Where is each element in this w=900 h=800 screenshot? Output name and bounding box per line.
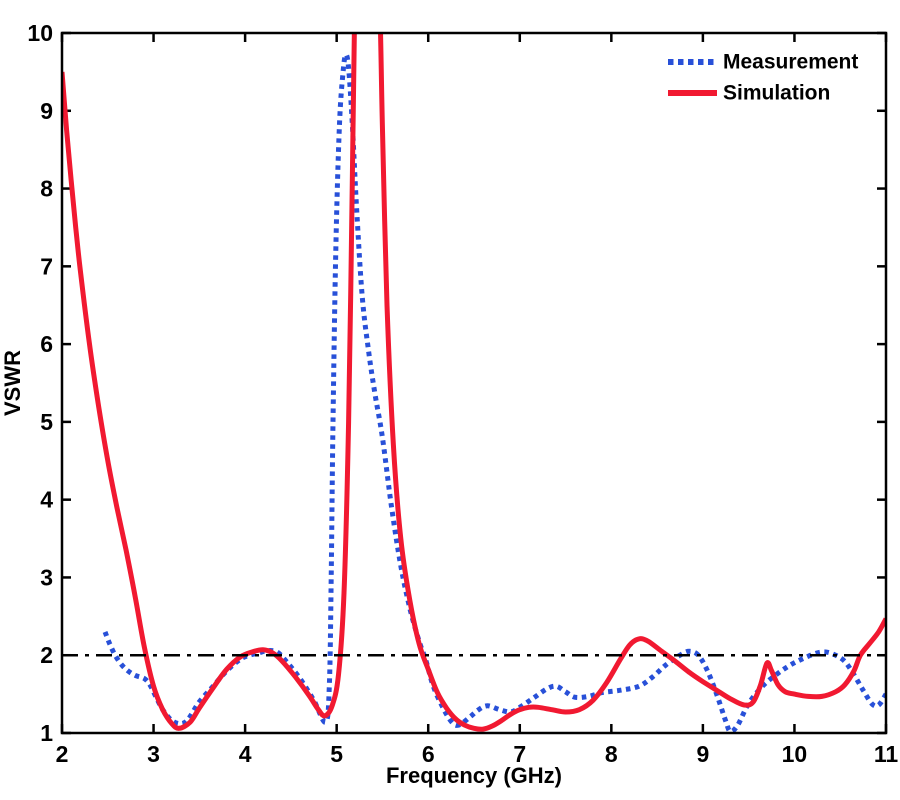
- x-axis-tick-label: 8: [605, 741, 618, 767]
- y-axis-tick-label: 3: [40, 564, 53, 590]
- simulation-legend-label: Simulation: [723, 82, 830, 105]
- y-axis-tick-label: 1: [40, 720, 53, 746]
- x-axis-tick-label: 6: [422, 741, 435, 767]
- y-axis-tick-label: 9: [40, 98, 53, 124]
- x-axis-tick-label: 9: [696, 741, 709, 767]
- measurement-legend-label: Measurement: [723, 51, 858, 74]
- y-axis-tick-label: 5: [40, 409, 53, 435]
- x-axis-tick-label: 2: [56, 741, 69, 767]
- x-axis-tick-label: 11: [874, 741, 899, 767]
- y-axis-title: VSWR: [0, 350, 25, 416]
- x-axis-title: Frequency (GHz): [386, 763, 562, 788]
- x-axis-tick-label: 5: [330, 741, 343, 767]
- plot-border: [60, 31, 888, 735]
- x-axis-tick-label: 10: [782, 741, 808, 767]
- y-axis-tick-label: 10: [27, 20, 53, 46]
- x-axis-tick-label: 7: [513, 741, 526, 767]
- y-axis-tick-label: 4: [40, 487, 53, 513]
- series-layer: [62, 33, 886, 733]
- legend-item-measurement: Measurement: [668, 51, 858, 74]
- measurement-series-line: [102, 52, 886, 733]
- y-axis-tick-label: 7: [40, 253, 53, 279]
- x-axis-tick-label: 4: [239, 741, 252, 767]
- legend: Measurement Simulation: [668, 51, 858, 105]
- legend-item-simulation: Simulation: [668, 82, 830, 105]
- y-axis-tick-label: 6: [40, 331, 53, 357]
- y-axis-tick-label: 2: [40, 642, 53, 668]
- y-axis-tick-label: 8: [40, 176, 53, 202]
- x-axis-tick-label: 3: [147, 741, 160, 767]
- simulation-series-line: [62, 33, 886, 732]
